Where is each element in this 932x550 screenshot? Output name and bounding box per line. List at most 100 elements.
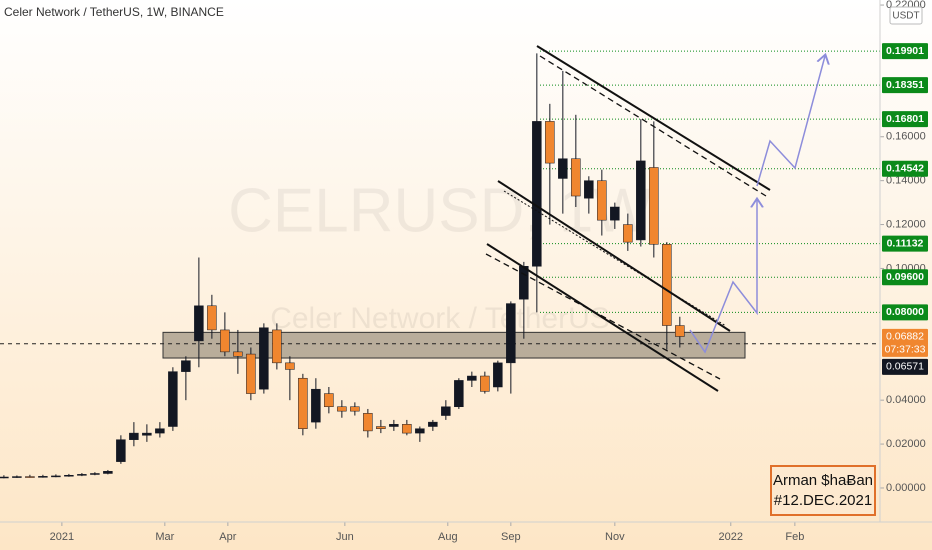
candle-body [675,325,685,337]
candle-body [142,432,152,436]
candle-body [103,471,113,474]
candle-body [0,476,9,479]
candle-body [441,406,451,416]
projection-arrow [756,56,825,187]
level-label: 0.19901 [886,45,924,57]
level-label: 0.18351 [886,79,924,91]
chart-title: Celer Network / TetherUS, 1W, BINANCE [4,5,224,19]
candle-body [64,474,74,477]
candle-body [272,329,282,364]
candle-body [116,439,126,462]
candle-body [545,121,555,164]
trend-line [539,55,767,197]
candle-body [480,375,490,392]
candle-body [12,476,22,478]
level-label: 0.16801 [886,113,924,125]
candle-body [389,424,399,427]
y-tick-label: 0.22000 [886,0,926,11]
countdown: 07:37:33 [885,344,926,356]
candle-body [25,476,35,478]
level-box [882,235,928,252]
currency: USDT [892,11,919,22]
candle-body [220,329,230,353]
candle-body [311,388,321,423]
trend-line [503,190,727,327]
level-box [882,43,928,60]
candle-body [532,121,542,267]
candle-body [428,421,438,427]
candle-body [155,428,165,434]
x-tick-label: 2021 [50,531,74,543]
candle-body [233,351,243,357]
candle-body [519,266,529,300]
signature: #12.DEC.2021 [774,492,872,509]
signature: Arman $haɃan [773,472,873,489]
y-tick-label: 0.14000 [886,175,926,187]
candle-body [90,473,100,475]
level-box [882,77,928,94]
candle-body [194,305,204,342]
y-tick-label: 0.02000 [886,438,926,450]
trend-line [497,180,731,332]
candle-body [610,206,620,221]
candle-body [363,413,373,432]
candle-body [649,167,659,245]
candle-body [493,362,503,388]
candle-body [402,424,412,434]
y-tick-label: 0.00000 [886,482,926,494]
candle-body [298,377,308,429]
level-box [882,269,928,286]
y-tick-label: 0.04000 [886,394,926,406]
x-tick-label: Apr [219,531,236,543]
candle-body [467,375,477,381]
candle-body [558,158,568,179]
candle-body [636,160,646,241]
candle-body [246,353,256,394]
candle-body [662,244,672,326]
candle-body [454,380,464,408]
currency-box [889,6,923,25]
trend-line [536,45,771,191]
candle-body [415,428,425,434]
x-tick-label: Mar [155,531,174,543]
candle-body [324,393,334,408]
candle-body [337,406,347,412]
candle-body [376,426,386,429]
current-price-box [882,328,928,357]
y-tick-label: 0.12000 [886,218,926,230]
reference-price: 0.06571 [886,361,924,373]
candle-body [129,432,139,440]
candle-body [571,158,581,197]
candle-body [597,180,607,221]
signature-box [770,465,876,516]
x-tick-label: Jun [336,531,354,543]
level-label: 0.08000 [886,306,924,318]
candle-body [350,406,360,412]
level-label: 0.14542 [886,163,924,175]
x-tick-label: 2022 [719,531,743,543]
watermark-sub: Celer Network / TetherUS [270,302,610,335]
candle-body [38,476,48,478]
watermark: CELRUSD, 1W [228,176,652,245]
trend-line [485,253,721,380]
drawings [485,45,825,392]
candle-body [506,303,516,364]
candle-body [285,362,295,370]
x-tick-label: Nov [605,531,625,543]
level-box [882,111,928,128]
level-box [882,304,928,321]
x-tick-label: Feb [785,531,804,543]
candle-body [584,180,594,199]
level-label: 0.11132 [887,237,924,249]
candle-body [623,224,633,243]
candle-body [207,305,217,331]
candle-body [168,371,178,427]
x-tick-label: Aug [438,531,458,543]
level-label: 0.09600 [886,271,924,283]
projection-arrow [689,200,757,354]
trend-line [486,243,719,392]
candle-body [259,327,269,390]
candle-body [51,475,61,478]
